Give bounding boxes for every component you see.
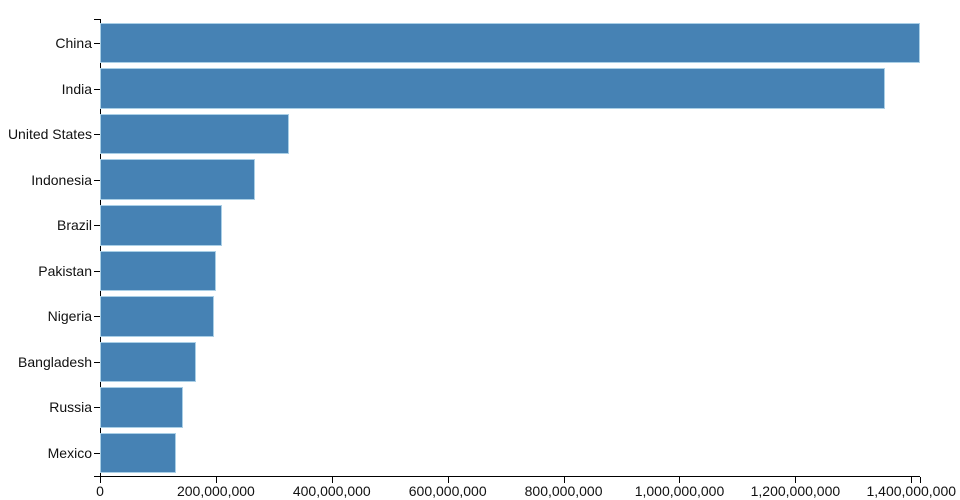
bar (100, 68, 885, 109)
x-tick-label: 1,000,000,000 (634, 483, 725, 499)
bar (100, 387, 184, 428)
category-label: India (61, 80, 92, 97)
category-label: Brazil (56, 217, 92, 234)
x-axis-outer-tick-right (920, 477, 921, 483)
x-tick-mark (679, 477, 680, 483)
category-label: Russia (49, 399, 92, 416)
bar (100, 159, 255, 200)
x-tick-label: 800,000,000 (524, 483, 603, 499)
category-label: Pakistan (38, 262, 92, 279)
y-tick-mark (94, 271, 100, 272)
category-label: United States (7, 126, 92, 143)
bar (100, 341, 197, 383)
bar (100, 432, 176, 474)
category-label: China (55, 35, 92, 51)
x-tick-mark (448, 477, 449, 483)
y-tick-mark (94, 453, 100, 454)
x-tick-label: 0 (96, 483, 104, 499)
x-tick-mark (100, 477, 101, 483)
y-axis-outer-tick-top (94, 19, 101, 20)
y-tick-mark (94, 43, 100, 44)
category-label: Bangladesh (18, 353, 92, 370)
y-axis-line (100, 19, 101, 476)
bar (100, 250, 217, 292)
x-tick-label: 1,200,000,000 (750, 483, 841, 499)
x-tick-mark (216, 477, 217, 483)
x-tick-label: 1,400,000,000 (866, 483, 957, 499)
bar (100, 204, 223, 246)
y-tick-mark (94, 89, 100, 90)
category-label: Indonesia (31, 171, 92, 188)
x-tick-label: 400,000,000 (292, 483, 371, 499)
bar (100, 22, 920, 64)
x-tick-mark (564, 477, 565, 483)
y-tick-mark (94, 225, 100, 226)
y-tick-mark (94, 134, 100, 135)
bar (100, 113, 290, 155)
y-tick-mark (94, 316, 100, 317)
y-tick-mark (94, 407, 100, 408)
x-tick-label: 600,000,000 (408, 483, 487, 499)
x-tick-mark (332, 477, 333, 483)
bar (100, 296, 214, 337)
y-axis-outer-tick-bottom (94, 476, 101, 477)
x-tick-mark (911, 477, 912, 483)
x-tick-mark (795, 477, 796, 483)
y-tick-mark (94, 180, 100, 181)
x-tick-label: 200,000,000 (176, 483, 255, 499)
y-tick-mark (94, 362, 100, 363)
category-label: Nigeria (47, 308, 92, 325)
category-label: Mexico (47, 445, 92, 462)
x-axis-line (100, 476, 920, 477)
